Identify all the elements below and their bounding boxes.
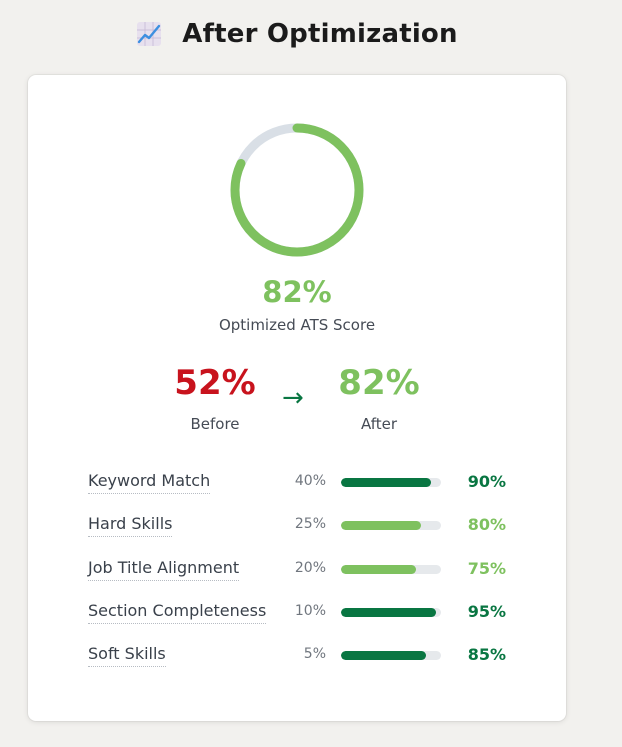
- chart-increasing-icon: [136, 21, 162, 47]
- after-score: 82% After: [319, 363, 439, 433]
- page-title: After Optimization: [182, 19, 458, 49]
- progress-bar: [341, 651, 441, 661]
- score-value: 82%: [262, 275, 332, 309]
- progress-bar: [341, 521, 441, 531]
- progress-fill: [341, 651, 426, 661]
- category-name[interactable]: Job Title Alignment: [88, 558, 240, 581]
- arrow-right-icon: →: [282, 383, 304, 413]
- progress-fill: [341, 478, 431, 487]
- category-row: Section Completeness 10% 95%: [88, 597, 518, 640]
- category-weight: 25%: [294, 516, 326, 533]
- category-score: 75%: [467, 558, 506, 578]
- category-score: 85%: [467, 645, 506, 665]
- before-score: 52% Before: [155, 363, 275, 433]
- after-label: After: [360, 415, 398, 433]
- before-label: Before: [190, 415, 240, 433]
- category-score: 95%: [467, 601, 506, 621]
- score-ring: [230, 123, 364, 257]
- progress-bar: [341, 478, 441, 487]
- after-value: 82%: [338, 363, 420, 403]
- progress-fill: [341, 607, 436, 617]
- category-weight: 40%: [294, 473, 326, 489]
- category-breakdown: Keyword Match 40% 90% Hard Skills 25% 80…: [88, 467, 518, 683]
- before-value: 52%: [174, 363, 256, 403]
- optimization-card: 82% Optimized ATS Score 52% Before → 82%…: [28, 75, 566, 721]
- category-row: Keyword Match 40% 90%: [88, 467, 518, 510]
- category-weight: 5%: [303, 646, 326, 663]
- progress-fill: [341, 564, 416, 574]
- category-name[interactable]: Keyword Match: [88, 471, 211, 494]
- score-label: Optimized ATS Score: [218, 316, 376, 334]
- category-name[interactable]: Soft Skills: [88, 644, 166, 668]
- section-header: After Optimization: [0, 14, 594, 54]
- category-row: Job Title Alignment 20% 75%: [88, 554, 518, 597]
- category-score: 90%: [467, 472, 506, 491]
- category-name[interactable]: Section Completeness: [88, 601, 267, 624]
- category-row: Soft Skills 5% 85%: [88, 640, 518, 683]
- category-row: Hard Skills 25% 80%: [88, 510, 518, 553]
- progress-fill: [341, 521, 421, 531]
- progress-bar: [341, 564, 441, 574]
- category-weight: 10%: [294, 602, 326, 619]
- category-score: 80%: [467, 515, 506, 535]
- category-weight: 20%: [294, 559, 326, 576]
- before-after-comparison: 52% Before → 82% After: [28, 363, 566, 438]
- progress-bar: [341, 607, 441, 617]
- category-name[interactable]: Hard Skills: [88, 514, 173, 538]
